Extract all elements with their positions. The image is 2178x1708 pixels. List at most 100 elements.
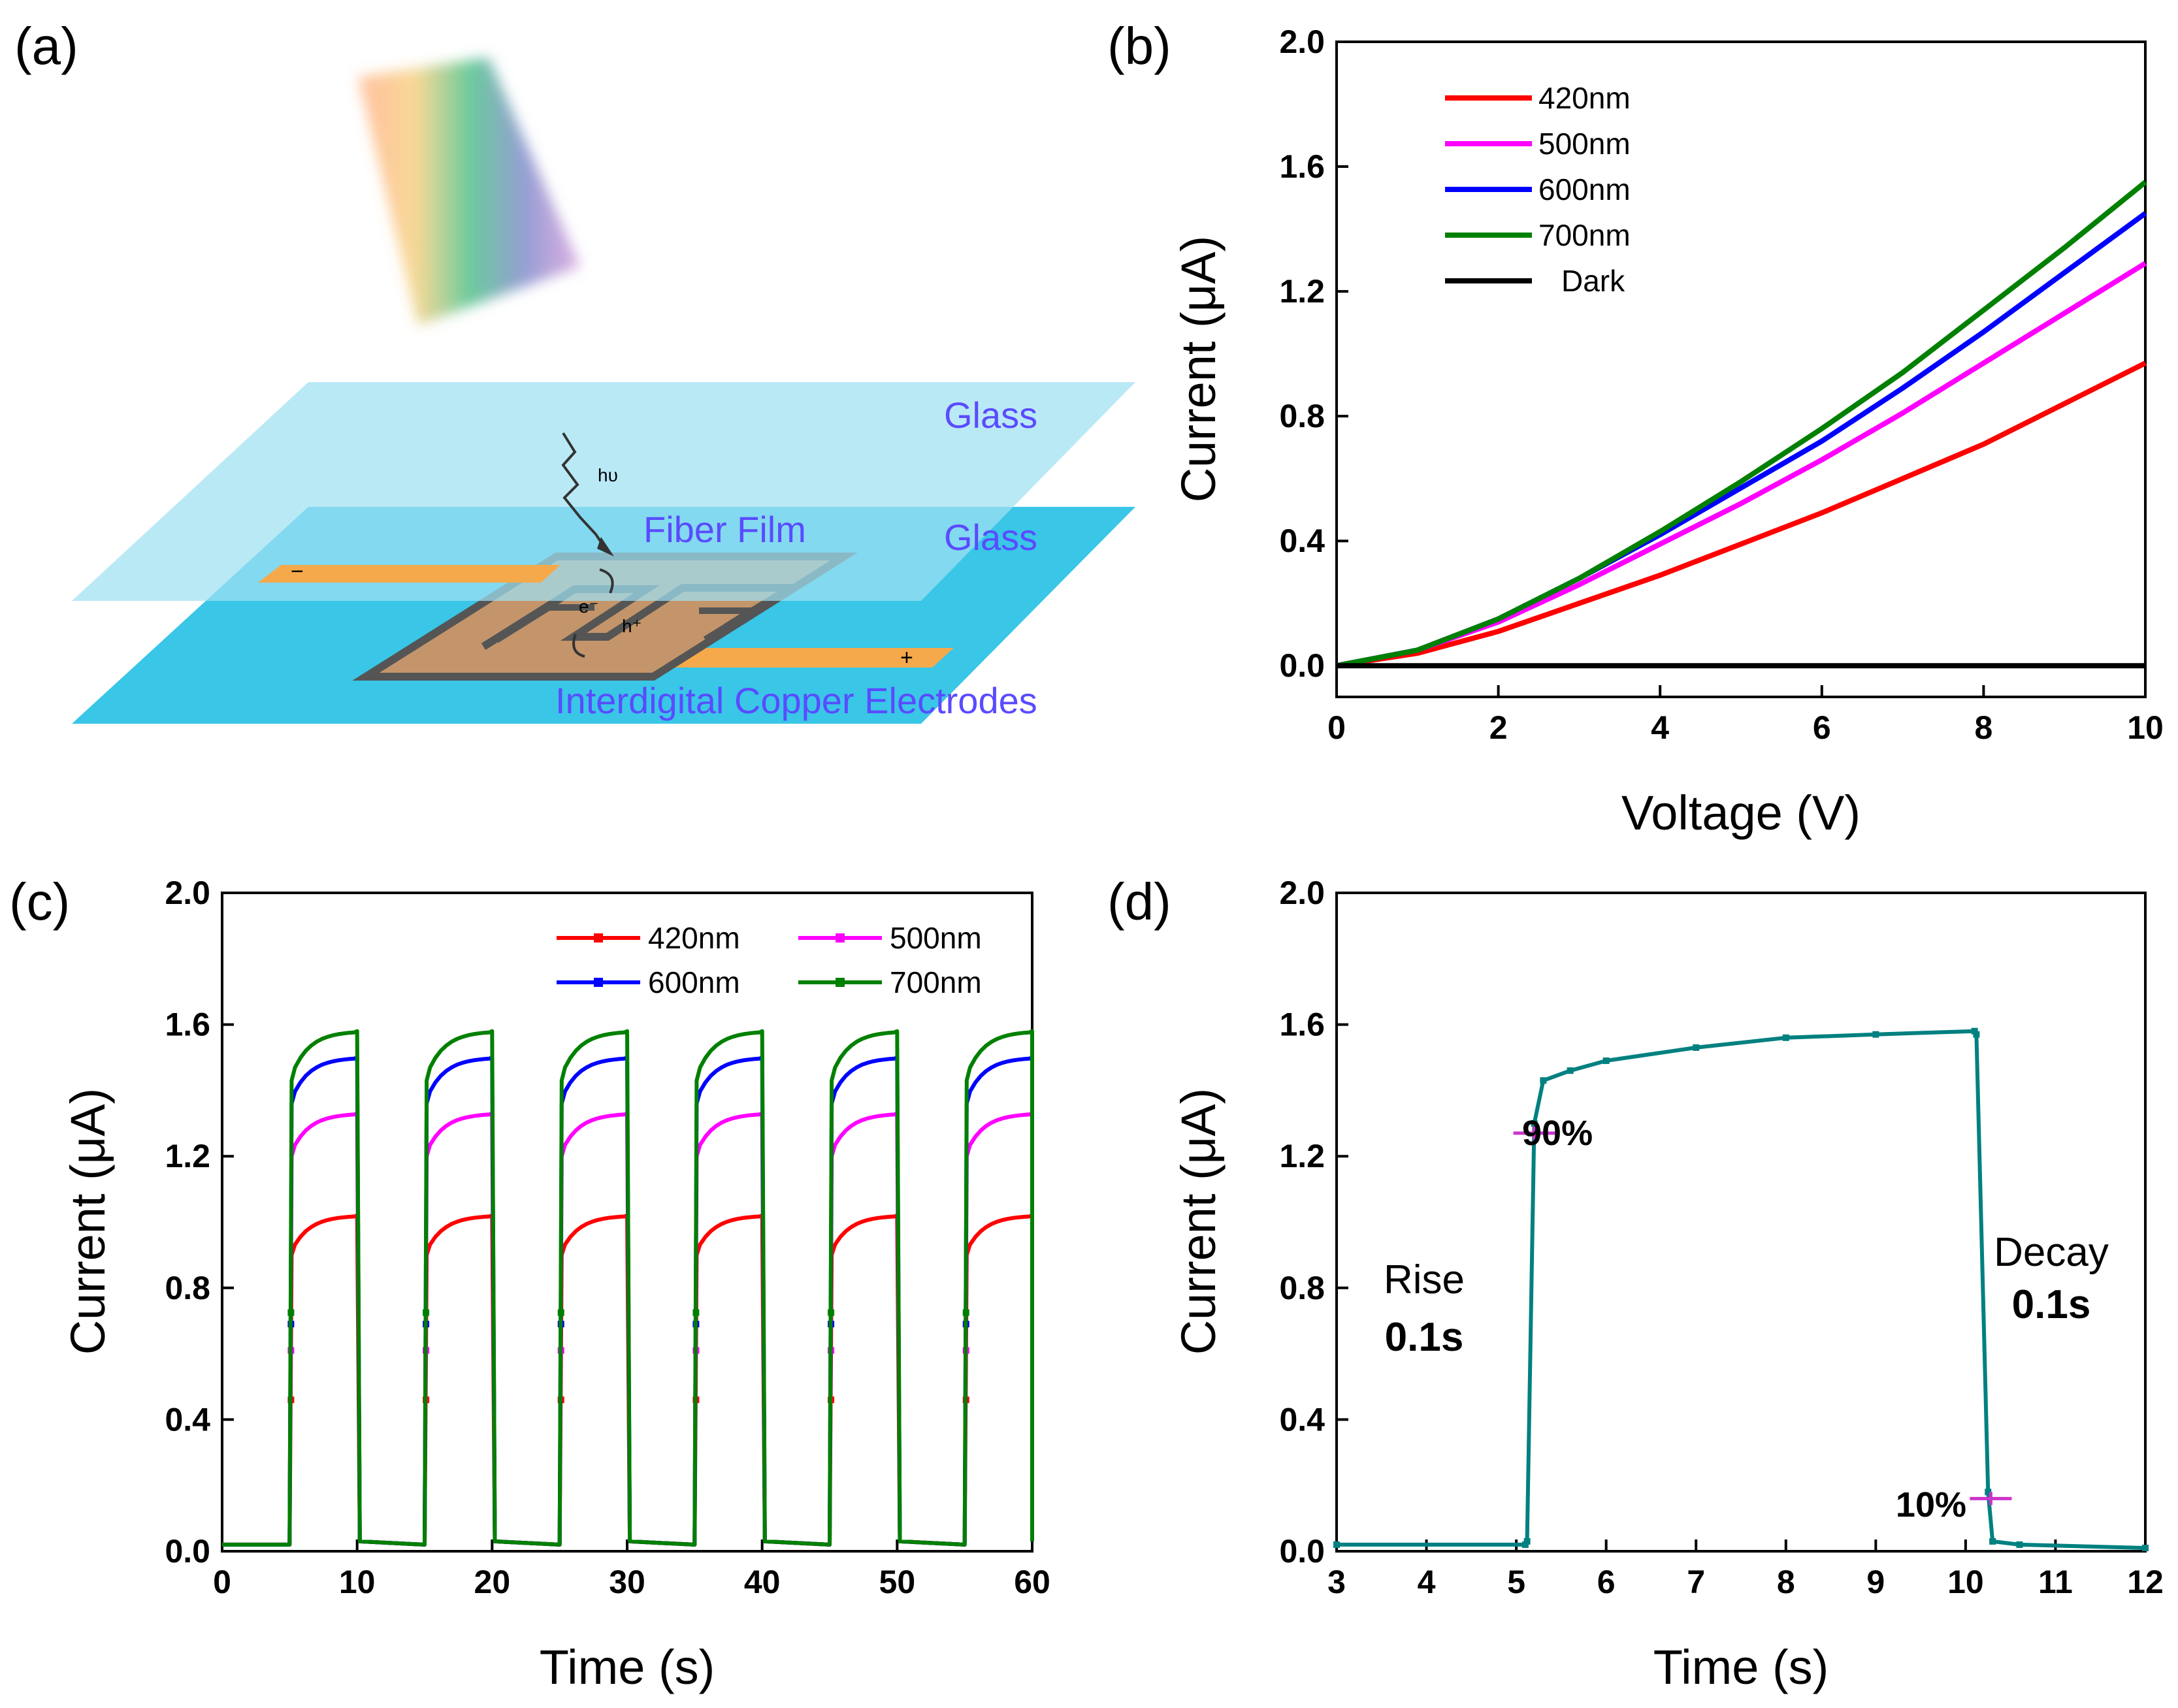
interdigital-pattern-2: [495, 604, 763, 643]
ytick-label-d: 0.0: [1279, 1533, 1325, 1570]
ytick-label-d: 1.2: [1279, 1138, 1325, 1174]
series-line-b-500nm: [1336, 261, 2147, 669]
marker-10-label: 10%: [1896, 1485, 1966, 1524]
ylabel-b: Current (μA): [1171, 236, 1226, 503]
series-marker-d: [1973, 1031, 1980, 1038]
series-marker-c-700nm: [557, 1309, 564, 1316]
ytick-label-d: 2.0: [1279, 875, 1325, 911]
panel-label-a: (a): [14, 17, 78, 75]
electron-label: e⁻: [579, 596, 598, 617]
ytick-label-d: 1.6: [1279, 1007, 1325, 1043]
carrier-arrow-bottom: [572, 634, 585, 658]
panel-label-b: (b): [1107, 17, 1171, 75]
legend-label-c-700: 700nm: [890, 965, 982, 999]
series-marker-d: [1693, 1044, 1700, 1051]
ytick-label-c: 0.0: [165, 1533, 210, 1570]
xtick-label-d: 9: [1866, 1564, 1885, 1600]
series-marker-d: [2016, 1541, 2023, 1548]
series-b: [1336, 180, 2147, 669]
legend-label-b-420: 420nm: [1538, 81, 1631, 115]
xlabel-b: Voltage (V): [1621, 786, 1861, 840]
xtick-label-d: 7: [1687, 1564, 1705, 1600]
series-marker-d: [1523, 1538, 1531, 1545]
glass-top-plate: [72, 382, 1135, 601]
series-marker-d: [1782, 1034, 1789, 1041]
xtick-label-d: 8: [1777, 1564, 1795, 1600]
ytick-label-b: 0.8: [1279, 398, 1325, 434]
panel-label-d: (d): [1107, 873, 1171, 931]
axes-d: 3 4 5 6 7 8 9 10 11 12 0.0 0.4 0.8 1.2 1.6 2.0: [1279, 875, 2163, 1600]
xtick-label-d: 5: [1507, 1564, 1525, 1600]
xtick-label-d: 10: [1947, 1564, 1984, 1600]
ytick-label-b: 0.0: [1279, 647, 1325, 684]
series-marker-d: [1521, 1541, 1529, 1548]
electrode-right: [642, 648, 954, 668]
panel-a: (a) − + e⁻ h⁺ hυ Glass Glass Fiber Film …: [14, 17, 1135, 724]
series-marker-c-700nm: [423, 1309, 430, 1316]
rise-value: 0.1s: [1385, 1315, 1464, 1360]
decay-label: Decay: [1994, 1230, 2109, 1275]
photon-label: hυ: [598, 465, 618, 485]
series-marker-d: [2142, 1544, 2149, 1551]
xtick-label-b: 10: [2127, 709, 2164, 746]
ytick-label-c: 0.4: [165, 1401, 210, 1438]
xtick-label-d: 12: [2127, 1564, 2164, 1600]
legend-marker-c-600: [594, 978, 603, 987]
legend-label-b-500: 500nm: [1538, 127, 1631, 161]
xtick-label-d: 11: [2038, 1564, 2073, 1600]
legend-b: 420nm 500nm 600nm 700nm Dark: [1445, 81, 1631, 298]
xtick-label-d: 6: [1597, 1564, 1616, 1600]
panel-b: (b) 0 2 4 6 8 10 0.0 0.4 0.8 1.2 1.6 2.0 420nm 500n…: [1107, 17, 2164, 840]
series-marker-d: [1567, 1067, 1574, 1074]
ytick-label-b: 2.0: [1279, 24, 1325, 60]
legend-label-c-420: 420nm: [648, 921, 740, 955]
xtick-label-d: 3: [1327, 1564, 1346, 1600]
legend-marker-c-500: [836, 933, 845, 943]
xtick-label-c: 20: [474, 1564, 511, 1600]
xtick-label-b: 6: [1813, 709, 1831, 746]
plot-frame-d: [1335, 892, 2147, 1553]
ytick-label-c: 0.8: [165, 1270, 210, 1306]
electrode-plus-sign: +: [900, 645, 913, 670]
series-marker-d: [1540, 1077, 1547, 1084]
electrodes-label: Interdigital Copper Electrodes: [555, 680, 1037, 721]
light-beam-graphic: [358, 57, 580, 325]
panel-c: (c) 0 10 20 30 40 50 60 0.0 0.4 0.8 1.2 1.6 2.0 420n…: [9, 873, 1050, 1694]
ytick-label-d: 0.8: [1279, 1270, 1325, 1306]
ytick-label-b: 0.4: [1279, 523, 1325, 559]
series-c: [222, 1029, 1034, 1547]
hole-label: h⁺: [622, 616, 642, 636]
legend-label-c-500: 500nm: [890, 921, 982, 955]
plot-frame-b: [1335, 40, 2147, 698]
series-marker-c-700nm: [828, 1309, 835, 1316]
xtick-label-b: 8: [1974, 709, 1992, 746]
xtick-label-c: 30: [609, 1564, 645, 1600]
ytick-label-d: 0.4: [1279, 1401, 1325, 1438]
series-marker-d: [1971, 1027, 1978, 1035]
series-d: [1333, 1027, 2149, 1551]
legend-marker-c-420: [594, 933, 603, 943]
panel-d: (d) 3 4 5 6 7 8 9 10 11 12 0.0 0.4 0.8 1.2 1.6 2.0 Rise…: [1107, 873, 2164, 1694]
carrier-arrow-top: [599, 568, 614, 594]
series-marker-d: [1872, 1031, 1879, 1038]
series-line-d: [1337, 1029, 2146, 1550]
ytick-label-b: 1.2: [1279, 273, 1325, 310]
series-line-b-420nm: [1336, 361, 2147, 669]
marker-90-label: 90%: [1522, 1114, 1593, 1153]
xtick-label-b: 2: [1489, 709, 1508, 746]
series-line-c-700nm: [222, 1029, 1034, 1547]
xtick-label-b: 0: [1327, 709, 1346, 746]
legend-label-b-dark: Dark: [1561, 264, 1625, 298]
legend-label-c-600: 600nm: [648, 965, 740, 999]
xtick-label-b: 4: [1651, 709, 1669, 746]
ytick-label-c: 2.0: [165, 875, 210, 911]
ytick-label-c: 1.6: [165, 1007, 210, 1043]
glass-top-label: Glass: [944, 395, 1037, 436]
series-marker-d: [1333, 1541, 1340, 1548]
legend-label-b-600: 600nm: [1538, 172, 1631, 206]
rise-label: Rise: [1384, 1257, 1465, 1302]
xtick-label-c: 0: [213, 1564, 231, 1600]
xtick-label-c: 40: [744, 1564, 781, 1600]
xtick-label-c: 50: [879, 1564, 916, 1600]
legend-marker-c-700: [836, 978, 845, 987]
